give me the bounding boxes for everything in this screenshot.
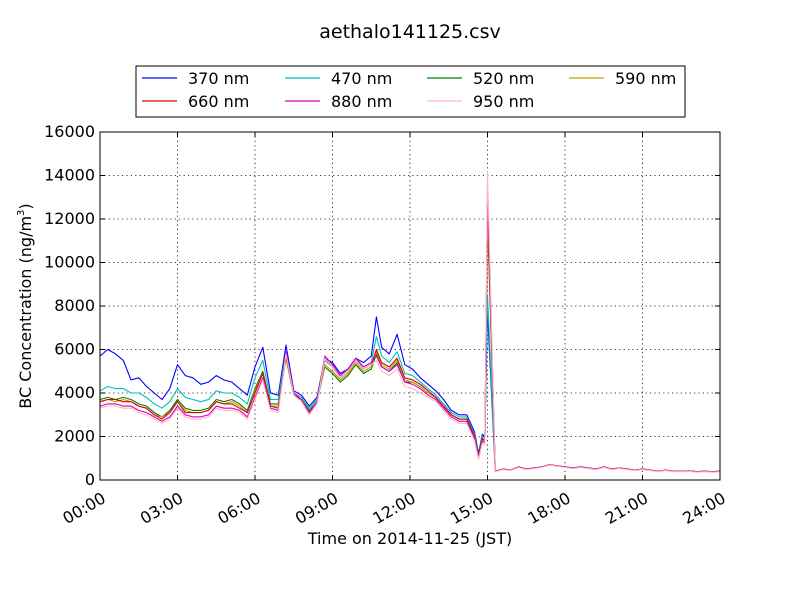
y-tick-label: 12000 [44,209,95,228]
y-tick-label: 0 [85,470,95,489]
x-axis-title: Time on 2014-11-25 (JST) [307,529,512,548]
axis-ticks [99,131,721,481]
legend-items: 370 nm 470 nm 520 nm 590 nm 660 nm 880 nm 950 … [142,69,676,111]
legend-label: 880 nm [331,92,392,111]
legend-label: 950 nm [473,92,534,111]
y-axis-title-text: BC Concentration (ng/m [16,216,35,409]
y-tick-label: 8000 [54,296,95,315]
legend-label: 590 nm [615,69,676,88]
x-tick-label: 12:00 [369,488,418,528]
x-tick-label: 03:00 [137,488,186,528]
y-tick-label: 6000 [54,340,95,359]
y-tick-label: 16000 [44,122,95,141]
legend-label: 470 nm [331,69,392,88]
x-tick-label: 18:00 [524,488,573,528]
series-line-520-nm [99,218,721,473]
legend-label: 660 nm [188,92,249,111]
series-group [99,170,721,473]
x-tick-label: 15:00 [447,488,496,528]
grid [100,132,720,480]
legend-box [135,65,686,118]
y-tick-label: 2000 [54,427,95,446]
legend: 370 nm 470 nm 520 nm 590 nm 660 nm 880 nm 950 … [135,65,686,118]
x-tick-label: 00:00 [59,488,108,528]
y-tick-label: 10000 [44,253,95,272]
x-tick-label: 09:00 [292,488,341,528]
y-axis-title-superscript: 3 [16,210,27,216]
x-tick-label: 21:00 [602,488,651,528]
chart-title: aethalo141125.csv [319,21,501,43]
y-axis: 0 2000 4000 6000 8000 10000 12000 14000 16000 [44,122,95,489]
x-tick-label: 06:00 [214,488,263,528]
x-tick-label: 24:00 [679,488,728,528]
y-axis-title-tail: ) [16,203,35,209]
legend-label: 370 nm [188,69,249,88]
y-tick-label: 14000 [44,166,95,185]
x-axis: 00:00 03:00 06:00 09:00 12:00 15:00 18:00 21:00… [59,488,728,528]
y-axis-title: BC Concentration (ng/m3) [16,203,35,408]
legend-label: 520 nm [473,69,534,88]
y-tick-label: 4000 [54,383,95,402]
series-line-950-nm [99,170,721,473]
